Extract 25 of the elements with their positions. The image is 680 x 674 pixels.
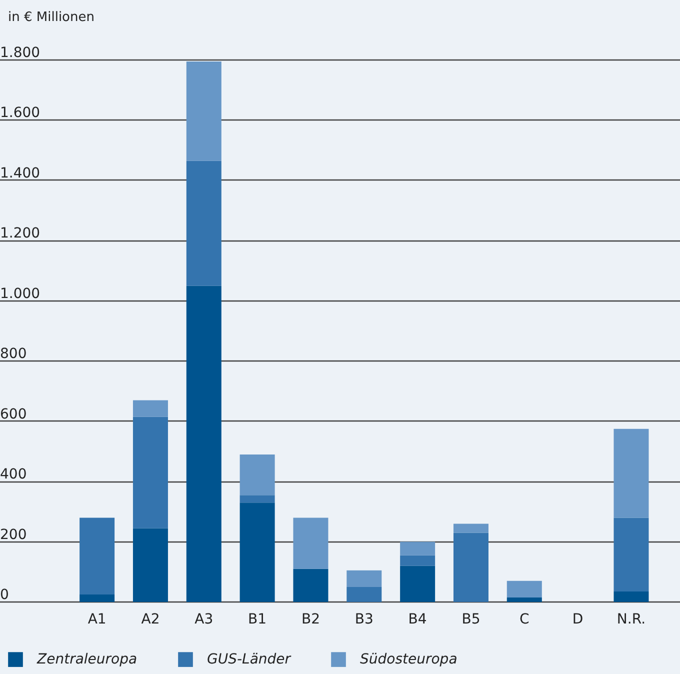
y-tick-label: 1.000 [0, 286, 40, 302]
x-tick-label: B2 [301, 612, 320, 628]
x-tick-label: B3 [354, 612, 374, 628]
x-tick-label: B5 [462, 612, 480, 628]
y-axis-title: in € Millionen [8, 10, 94, 25]
x-tick-label: C [520, 612, 530, 628]
y-tick-label: 800 [0, 346, 27, 362]
legend-label: Zentraleuropa [36, 652, 138, 668]
y-tick-label: 1.800 [0, 45, 40, 61]
y-tick-label: 1.400 [0, 165, 40, 182]
y-tick-label: 200 [0, 526, 27, 543]
x-tick-label: A2 [141, 612, 160, 628]
x-tick-label: D [572, 612, 584, 628]
x-tick-label: B4 [408, 612, 427, 628]
y-tick-label: 0 [0, 587, 9, 603]
x-tick-label: A1 [88, 612, 106, 628]
x-tick-label: A3 [194, 612, 214, 628]
y-tick-label: 1.600 [0, 105, 40, 122]
y-tick-label: 1.200 [0, 226, 40, 242]
y-tick-label: 600 [0, 406, 27, 422]
legend-label: Südosteuropa [360, 652, 458, 668]
x-tick-label: N.R. [616, 612, 646, 628]
x-tick-label: B1 [248, 612, 267, 628]
y-tick-label: 400 [0, 466, 27, 483]
legend-label: GUS-Länder [207, 652, 292, 668]
